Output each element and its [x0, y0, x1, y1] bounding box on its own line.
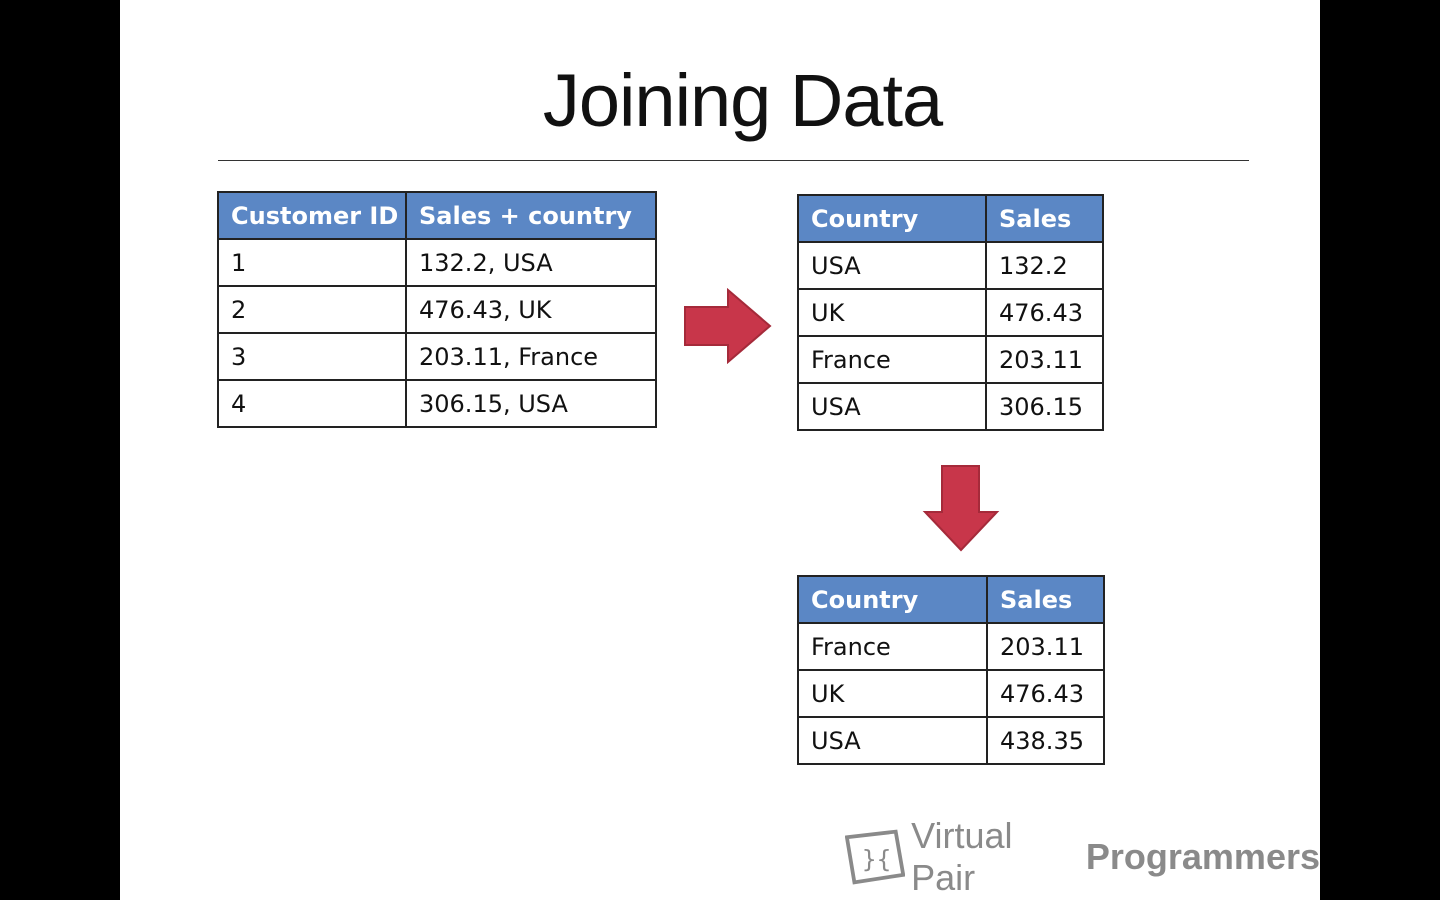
table-cell: UK: [797, 288, 987, 337]
header-customer-id: Customer ID: [217, 191, 407, 240]
header-sales-country: Sales + country: [405, 191, 657, 240]
title-divider: [218, 160, 1249, 161]
slide-title: Joining Data: [542, 59, 943, 142]
slide: Joining Data Customer ID Sales + country…: [120, 0, 1320, 900]
table-cell: 2: [217, 285, 407, 334]
table-cell: USA: [797, 716, 988, 765]
table-cell: USA: [797, 241, 987, 290]
svg-text:}{: }{: [862, 844, 891, 873]
table-cell: 4: [217, 379, 407, 428]
table-row: USA 306.15: [797, 382, 1104, 431]
table-cell: 476.43: [986, 669, 1105, 718]
table-cell: 306.15: [985, 382, 1104, 431]
table-cell: 203.11: [985, 335, 1104, 384]
table-cell: 476.43, UK: [405, 285, 657, 334]
table-row: 4 306.15, USA: [217, 379, 657, 428]
table-header-row: Country Sales: [797, 575, 1105, 624]
table-row: UK 476.43: [797, 669, 1105, 718]
header-country: Country: [797, 194, 987, 243]
table-cell: 132.2: [985, 241, 1104, 290]
table-row: 3 203.11, France: [217, 332, 657, 381]
header-sales: Sales: [985, 194, 1104, 243]
reduced-table: Country Sales France 203.11 UK 476.43 US…: [797, 575, 1105, 765]
brand-logo: }{ Virtual Pair Programmers: [845, 815, 1320, 899]
mapped-table: Country Sales USA 132.2 UK 476.43 France…: [797, 194, 1104, 431]
table-header-row: Customer ID Sales + country: [217, 191, 657, 240]
header-sales: Sales: [986, 575, 1105, 624]
table-row: USA 438.35: [797, 716, 1105, 765]
table-row: France 203.11: [797, 622, 1105, 671]
table-row: 2 476.43, UK: [217, 285, 657, 334]
table-row: UK 476.43: [797, 288, 1104, 337]
table-cell: 438.35: [986, 716, 1105, 765]
table-cell: 1: [217, 238, 407, 287]
table-row: 1 132.2, USA: [217, 238, 657, 287]
table-header-row: Country Sales: [797, 194, 1104, 243]
table-row: USA 132.2: [797, 241, 1104, 290]
source-table: Customer ID Sales + country 1 132.2, USA…: [217, 191, 657, 428]
header-country: Country: [797, 575, 988, 624]
logo-word-programmers: Programmers: [1085, 836, 1320, 877]
table-cell: 476.43: [985, 288, 1104, 337]
table-cell: 203.11: [986, 622, 1105, 671]
table-row: France 203.11: [797, 335, 1104, 384]
brackets-logo-icon: }{: [845, 829, 906, 885]
arrow-right-icon: [684, 288, 772, 364]
arrow-down-icon: [922, 465, 1000, 552]
table-cell: 203.11, France: [405, 332, 657, 381]
table-cell: France: [797, 335, 987, 384]
logo-word-virtual-pair: Virtual Pair: [911, 815, 1013, 898]
table-cell: 306.15, USA: [405, 379, 657, 428]
table-cell: France: [797, 622, 988, 671]
table-cell: USA: [797, 382, 987, 431]
table-cell: 3: [217, 332, 407, 381]
table-cell: 132.2, USA: [405, 238, 657, 287]
table-cell: UK: [797, 669, 988, 718]
